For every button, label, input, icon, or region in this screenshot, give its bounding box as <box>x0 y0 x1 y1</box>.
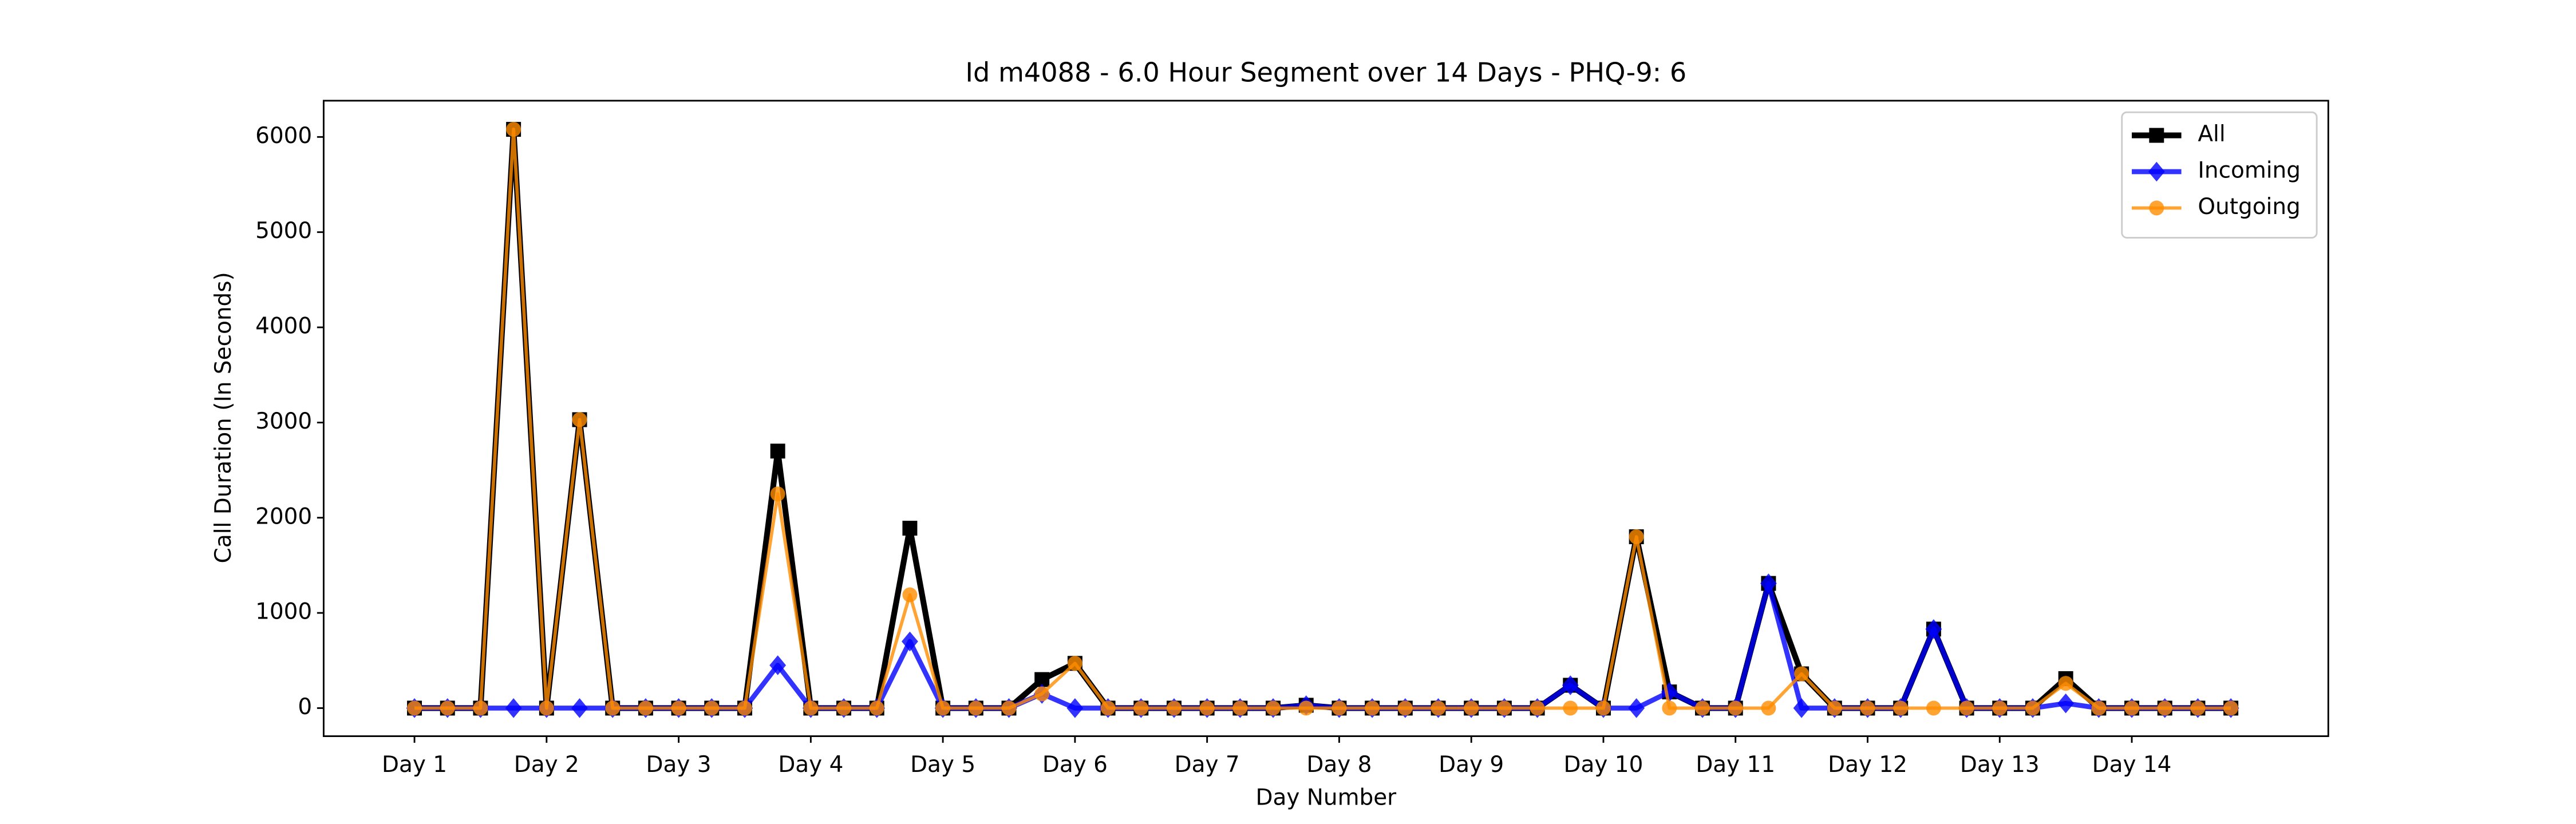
y-tick-label: 5000 <box>255 218 312 244</box>
marker <box>1628 698 1645 718</box>
marker <box>1100 700 1116 716</box>
marker <box>2025 700 2040 716</box>
marker <box>1761 700 1776 716</box>
marker <box>407 700 422 716</box>
marker <box>473 700 488 716</box>
x-tick-label: Day 5 <box>910 752 975 778</box>
marker <box>1365 700 1380 716</box>
marker <box>1959 700 1974 716</box>
y-tick-label: 4000 <box>255 314 312 339</box>
marker <box>440 700 455 716</box>
marker <box>2058 676 2073 691</box>
marker <box>1563 700 1578 716</box>
x-tick-label: Day 1 <box>382 752 447 778</box>
marker <box>1760 573 1777 593</box>
chart-title: Id m4088 - 6.0 Hour Segment over 14 Days… <box>965 57 1686 88</box>
marker <box>769 655 787 675</box>
marker <box>1133 700 1149 716</box>
marker <box>1595 700 1611 716</box>
marker <box>902 587 918 603</box>
marker <box>638 700 653 716</box>
marker <box>2190 700 2206 716</box>
marker <box>2223 700 2239 716</box>
x-tick-label: Day 6 <box>1042 752 1108 778</box>
marker <box>1067 656 1082 671</box>
x-axis-label: Day Number <box>1256 785 1397 811</box>
marker <box>1860 700 1875 716</box>
marker <box>1629 529 1644 545</box>
legend-label: All <box>2198 121 2225 147</box>
series <box>407 122 2239 716</box>
x-tick-label: Day 4 <box>778 752 843 778</box>
marker <box>803 700 819 716</box>
x-tick-label: Day 10 <box>1564 752 1643 778</box>
marker <box>902 521 918 536</box>
marker <box>1464 700 1479 716</box>
marker <box>770 443 785 459</box>
marker <box>902 631 918 652</box>
marker <box>2124 700 2140 716</box>
marker <box>1794 666 1809 682</box>
marker <box>671 700 686 716</box>
marker <box>506 122 521 137</box>
y-tick-label: 6000 <box>255 123 312 149</box>
x-tick-label: Day 9 <box>1439 752 1504 778</box>
marker <box>1034 686 1050 702</box>
marker <box>2157 700 2172 716</box>
marker <box>1332 700 1347 716</box>
marker <box>1232 700 1248 716</box>
marker <box>869 700 884 716</box>
marker <box>572 412 587 427</box>
marker <box>968 700 983 716</box>
marker <box>1926 700 1941 716</box>
marker <box>1199 700 1215 716</box>
legend-label: Incoming <box>2198 158 2301 184</box>
marker <box>770 486 785 502</box>
marker <box>2091 700 2107 716</box>
marker <box>1166 700 1182 716</box>
marker <box>737 700 752 716</box>
x-tick-label: Day 3 <box>646 752 712 778</box>
marker <box>605 700 621 716</box>
legend-marker <box>2149 200 2164 216</box>
marker <box>1001 700 1017 716</box>
y-tick-label: 1000 <box>255 599 312 625</box>
y-axis-label: Call Duration (In Seconds) <box>211 272 236 563</box>
x-tick-label: Day 12 <box>1828 752 1907 778</box>
x-tick-label: Day 11 <box>1696 752 1775 778</box>
x-tick-label: Day 14 <box>2092 752 2172 778</box>
legend-marker <box>2149 128 2164 143</box>
marker <box>1298 700 1314 716</box>
marker <box>1530 700 1545 716</box>
x-tick-label: Day 13 <box>1960 752 2040 778</box>
marker <box>836 700 852 716</box>
x-tick-label: Day 2 <box>514 752 579 778</box>
y-tick-label: 2000 <box>255 504 312 529</box>
marker <box>1431 700 1446 716</box>
marker <box>1496 700 1512 716</box>
marker <box>1728 700 1743 716</box>
marker <box>1827 700 1842 716</box>
marker <box>539 700 554 716</box>
marker <box>1397 700 1413 716</box>
marker <box>704 700 720 716</box>
x-tick-label: Day 7 <box>1175 752 1240 778</box>
y-tick-label: 0 <box>298 694 312 720</box>
marker <box>1992 700 2008 716</box>
marker <box>1662 700 1677 716</box>
plot-frame <box>322 100 2329 737</box>
legend-label: Outgoing <box>2198 194 2300 220</box>
legend: All Incoming Outgoing <box>2121 111 2318 239</box>
marker <box>1695 700 1710 716</box>
marker <box>935 700 951 716</box>
y-tick-label: 3000 <box>255 409 312 434</box>
marker <box>1893 700 1909 716</box>
x-tick-label: Day 8 <box>1306 752 1372 778</box>
marker <box>1266 700 1281 716</box>
